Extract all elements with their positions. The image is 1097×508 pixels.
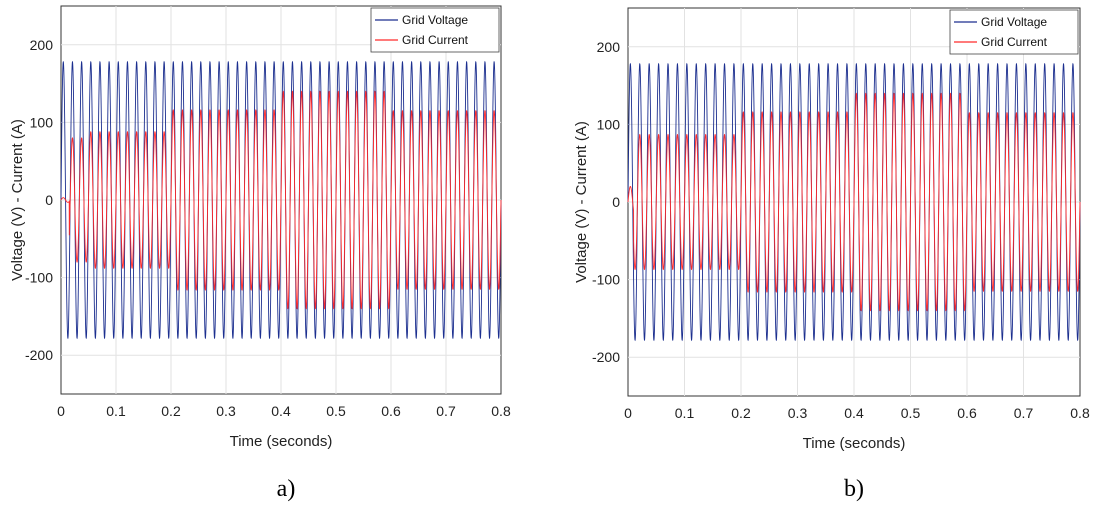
x-tick-label: 0.7 (1014, 405, 1034, 421)
y-tick-label: 200 (30, 37, 54, 53)
x-axis-label: Time (seconds) (803, 435, 906, 452)
y-axis-label: Voltage (V) - Current (A) (573, 121, 590, 283)
legend-label-voltage: Grid Voltage (981, 15, 1047, 29)
legend-label-current: Grid Current (402, 33, 469, 47)
legend-box (949, 9, 1079, 55)
x-tick-label: 0.6 (381, 403, 401, 419)
panel-caption-a: a) (277, 476, 296, 502)
x-tick-label: 0.2 (161, 403, 181, 419)
legend-a: Grid Voltage Grid Current (370, 7, 500, 53)
x-tick-label: 0.5 (326, 403, 346, 419)
x-tick-label: 0 (57, 403, 65, 419)
x-tick-label: 0.3 (216, 403, 236, 419)
x-tick-label: 0.8 (491, 403, 511, 419)
y-tick-label: -200 (25, 347, 53, 363)
x-tick-label: 0.2 (731, 405, 751, 421)
grid-current-line (60, 90, 502, 310)
x-axis-ticks-b: 0 0.1 0.2 0.3 0.4 0.5 0.6 0.7 0.8 (624, 405, 1090, 421)
x-tick-label: 0.4 (844, 405, 864, 421)
y-tick-label: 200 (597, 39, 621, 55)
current-series-b (627, 92, 1081, 312)
y-axis-ticks-a: 200 100 0 -100 -200 (25, 37, 53, 363)
x-tick-label: 0 (624, 405, 632, 421)
grid-current-line (627, 92, 1081, 312)
x-tick-label: 0.3 (788, 405, 808, 421)
y-axis-label: Voltage (V) - Current (A) (9, 119, 26, 281)
current-series-a (60, 90, 502, 310)
legend-box (370, 7, 500, 53)
panel-caption-b: b) (844, 476, 864, 502)
y-axis-ticks-b: 200 100 0 -100 -200 (592, 39, 620, 365)
x-tick-label: 0.7 (436, 403, 456, 419)
legend-b: Grid Voltage Grid Current (949, 9, 1079, 55)
y-tick-label: -100 (25, 270, 53, 286)
y-tick-label: -100 (592, 272, 620, 288)
x-tick-label: 0.4 (271, 403, 291, 419)
x-tick-label: 0.1 (106, 403, 126, 419)
y-tick-label: 100 (597, 116, 621, 132)
legend-label-voltage: Grid Voltage (402, 13, 468, 27)
x-tick-label: 0.6 (957, 405, 977, 421)
chart-panel-a: 200 100 0 -100 -200 0 0.1 0.2 0.3 0.4 0.… (9, 5, 511, 502)
x-tick-label: 0.8 (1070, 405, 1090, 421)
x-axis-ticks-a: 0 0.1 0.2 0.3 0.4 0.5 0.6 0.7 0.8 (57, 403, 511, 419)
x-axis-label: Time (seconds) (230, 433, 333, 450)
y-tick-label: -200 (592, 349, 620, 365)
legend-label-current: Grid Current (981, 35, 1048, 49)
y-tick-label: 0 (612, 194, 620, 210)
x-tick-label: 0.1 (675, 405, 695, 421)
y-tick-label: 0 (45, 192, 53, 208)
x-tick-label: 0.5 (901, 405, 921, 421)
chart-panel-b: 200 100 0 -100 -200 0 0.1 0.2 0.3 0.4 0.… (573, 7, 1090, 502)
y-tick-label: 100 (30, 114, 54, 130)
